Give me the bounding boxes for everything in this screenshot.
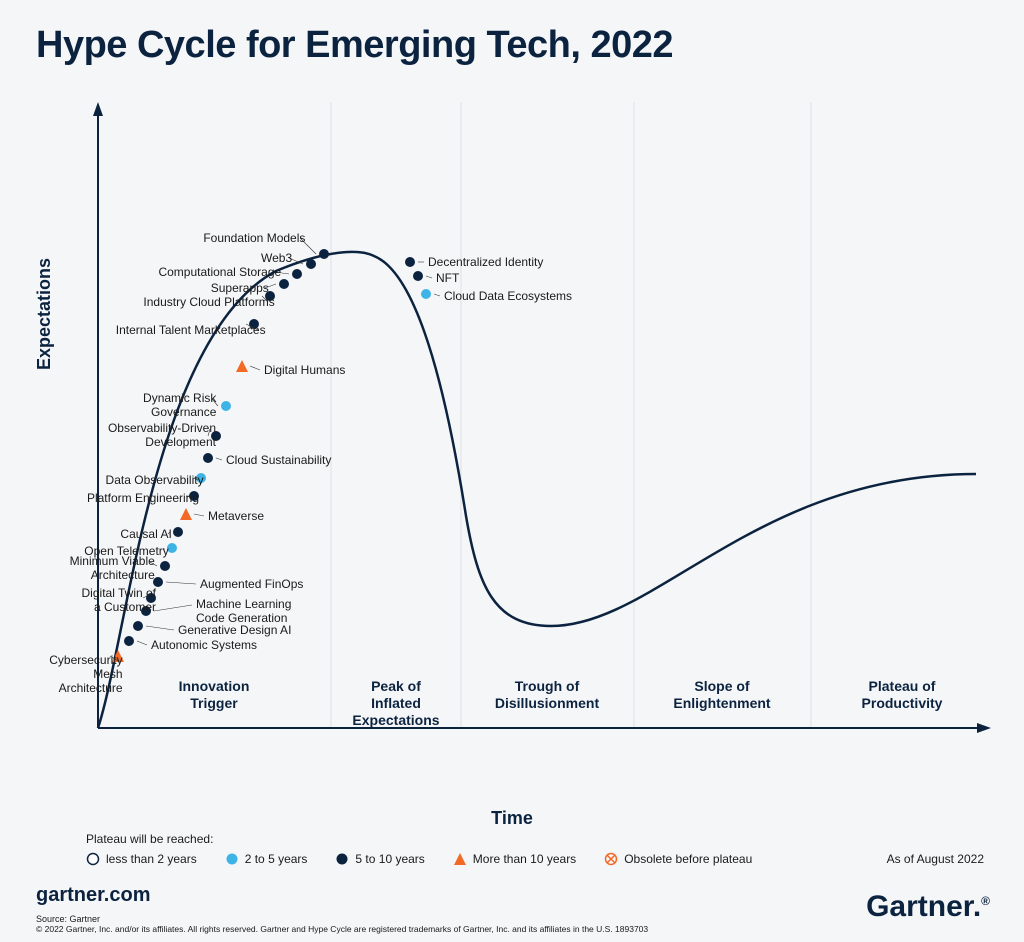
tech-marker	[405, 257, 415, 267]
tech-marker	[180, 508, 192, 520]
tech-label: CybersecurityMeshArchitecture	[36, 654, 123, 695]
tech-label: Cloud Sustainability	[226, 454, 331, 468]
tech-label: Web3	[261, 252, 292, 266]
phase-label: Plateau ofProductivity	[832, 678, 972, 712]
phase-label: Peak ofInflatedExpectations	[326, 678, 466, 728]
leader-line	[154, 605, 192, 611]
tech-label: Generative Design AI	[178, 624, 291, 638]
source-line: Source: Gartner	[36, 914, 100, 924]
tech-marker	[160, 561, 170, 571]
legend-asof: As of August 2022	[887, 852, 984, 866]
leader-line	[146, 626, 174, 630]
tech-label: Augmented FinOps	[200, 578, 303, 592]
legend-item-label: 2 to 5 years	[245, 852, 308, 866]
legend-marker-5to10	[335, 852, 349, 866]
tech-label: Industry Cloud Platforms	[120, 296, 275, 310]
legend-item: Obsolete before plateau	[604, 852, 752, 866]
legend-marker-more10	[453, 852, 467, 866]
y-axis-label: Expectations	[34, 258, 55, 370]
tech-label: Internal Talent Marketplaces	[86, 324, 266, 338]
leader-line	[216, 458, 222, 460]
tech-label: Metaverse	[208, 510, 264, 524]
tech-label: Causal AI	[110, 528, 172, 542]
legend-item: 5 to 10 years	[335, 852, 424, 866]
tech-label: Data Observability	[86, 474, 204, 488]
tech-label: Computational Storage	[145, 266, 281, 280]
domain-link: gartner.com	[36, 884, 150, 907]
tech-label: Minimum ViableArchitecture	[62, 555, 155, 583]
brand-logo: Gartner.®	[866, 890, 990, 924]
tech-label: NFT	[436, 272, 459, 286]
legend: Plateau will be reached: less than 2 yea…	[86, 832, 984, 866]
legend-marker-less2	[86, 852, 100, 866]
x-axis-arrow	[977, 723, 991, 733]
tech-marker	[421, 289, 431, 299]
copyright-line: © 2022 Gartner, Inc. and/or its affiliat…	[36, 924, 648, 934]
tech-label: Superapps	[207, 282, 269, 296]
tech-marker	[319, 249, 329, 259]
legend-item: 2 to 5 years	[225, 852, 308, 866]
leader-line	[166, 582, 196, 584]
tech-label: Cloud Data Ecosystems	[444, 290, 572, 304]
legend-marker-2to5	[225, 852, 239, 866]
legend-item-label: Obsolete before plateau	[624, 852, 752, 866]
tech-label: Autonomic Systems	[151, 639, 257, 653]
legend-item-label: less than 2 years	[106, 852, 197, 866]
legend-item-label: More than 10 years	[473, 852, 576, 866]
tech-label: Foundation Models	[194, 232, 305, 246]
legend-marker-obsolete	[604, 852, 618, 866]
tech-label: Machine LearningCode Generation	[196, 598, 291, 626]
tech-marker	[173, 527, 183, 537]
tech-label: Decentralized Identity	[428, 256, 543, 270]
phase-label: InnovationTrigger	[144, 678, 284, 712]
tech-marker	[306, 259, 316, 269]
tech-label: Digital Twin ofa Customer	[57, 587, 156, 615]
phase-label: Slope ofEnlightenment	[652, 678, 792, 712]
tech-label: Dynamic RiskGovernance	[136, 392, 216, 420]
tech-marker	[124, 636, 134, 646]
leader-line	[250, 366, 260, 370]
y-axis-arrow	[93, 102, 103, 116]
tech-marker	[279, 279, 289, 289]
tech-marker	[203, 453, 213, 463]
leader-line	[426, 276, 432, 278]
legend-item-label: 5 to 10 years	[355, 852, 424, 866]
tech-marker	[236, 360, 248, 372]
legend-item: More than 10 years	[453, 852, 576, 866]
tech-marker	[133, 621, 143, 631]
tech-marker	[413, 271, 423, 281]
tech-label: Platform Engineering	[69, 492, 199, 506]
legend-row: less than 2 years 2 to 5 years 5 to 10 yea…	[86, 852, 984, 866]
leader-line	[194, 514, 204, 516]
leader-line	[434, 294, 440, 296]
legend-title: Plateau will be reached:	[86, 832, 984, 846]
phase-label: Trough ofDisillusionment	[477, 678, 617, 712]
tech-marker	[221, 401, 231, 411]
tech-marker	[292, 269, 302, 279]
tech-label: Observability-DrivenDevelopment	[86, 422, 216, 450]
tech-label: Digital Humans	[264, 364, 345, 378]
chart-title: Hype Cycle for Emerging Tech, 2022	[36, 24, 673, 67]
leader-line	[137, 641, 147, 645]
x-axis-label: Time	[0, 808, 1024, 829]
legend-item: less than 2 years	[86, 852, 197, 866]
